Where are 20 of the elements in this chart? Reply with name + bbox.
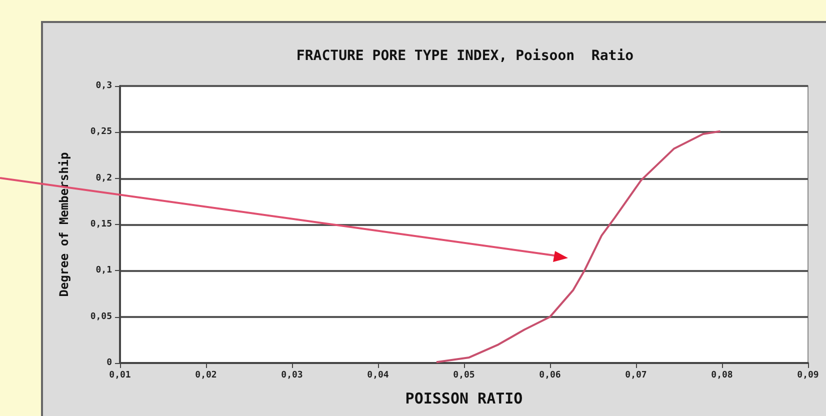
y-tick-label: 0,05 xyxy=(90,312,112,322)
x-tick-label: 0,04 xyxy=(367,370,390,380)
y-tick-label: 0,1 xyxy=(96,266,112,276)
line-series xyxy=(435,130,722,364)
y-tick-label: 0,25 xyxy=(90,127,112,138)
x-tick-label: 0,05 xyxy=(453,370,475,380)
x-tick-label: 0,07 xyxy=(625,370,647,380)
y-tick-label: 0 xyxy=(106,358,112,368)
x-tick-label: 0,08 xyxy=(711,370,733,380)
y-tick-label: 0,15 xyxy=(90,220,112,230)
x-tick-label: 0,01 xyxy=(109,370,131,380)
y-tick-label: 0,2 xyxy=(96,173,112,184)
x-tick-label: 0,02 xyxy=(195,370,217,380)
x-tick-label: 0,06 xyxy=(539,370,561,380)
y-axis-title: Degree of Membership xyxy=(57,152,71,297)
chart-title: FRACTURE PORE TYPE INDEX, Poisoon Ratio xyxy=(296,48,634,64)
x-tick-label: 0,09 xyxy=(797,370,819,380)
y-tick-label: 0,3 xyxy=(96,81,112,91)
x-axis-title: POISSON RATIO xyxy=(405,390,523,408)
x-tick-label: 0,03 xyxy=(281,370,303,380)
